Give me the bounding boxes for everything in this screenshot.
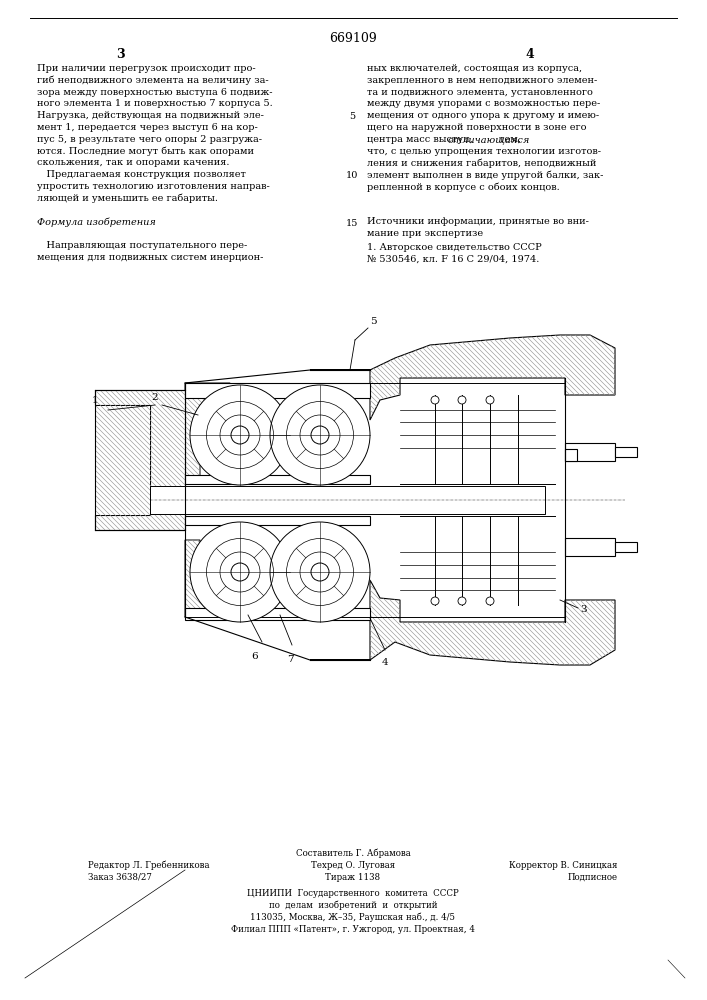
Text: 2: 2 [152, 393, 158, 402]
Bar [565, 449, 577, 461]
Text: 5: 5 [370, 317, 377, 326]
Text: мание при экспертизе: мание при экспертизе [367, 229, 483, 238]
Text: ляющей и уменьшить ее габариты.: ляющей и уменьшить ее габариты. [37, 194, 218, 203]
Circle shape [311, 563, 329, 581]
Text: № 530546, кл. F 16 C 29/04, 1974.: № 530546, кл. F 16 C 29/04, 1974. [367, 255, 539, 264]
Circle shape [300, 415, 340, 455]
Text: ются. Последние могут быть как опорами: ются. Последние могут быть как опорами [37, 147, 254, 156]
Text: тем,: тем, [496, 135, 520, 144]
Text: 4: 4 [382, 658, 388, 667]
Circle shape [486, 396, 494, 404]
Circle shape [231, 563, 249, 581]
Text: элемент выполнен в виде упругой балки, зак-: элемент выполнен в виде упругой балки, з… [367, 170, 603, 180]
Circle shape [458, 396, 466, 404]
Text: Источники информации, принятые во вни-: Источники информации, принятые во вни- [367, 217, 589, 226]
Text: Составитель Г. Абрамова: Составитель Г. Абрамова [296, 848, 410, 857]
Text: 4: 4 [525, 48, 534, 61]
Text: мещения для подвижных систем инерцион-: мещения для подвижных систем инерцион- [37, 253, 264, 262]
Text: Тираж 1138: Тираж 1138 [325, 873, 380, 882]
Polygon shape [310, 580, 615, 665]
Text: скольжения, так и опорами качения.: скольжения, так и опорами качения. [37, 158, 230, 167]
Text: 113035, Москва, Ж–35, Раушская наб., д. 4/5: 113035, Москва, Ж–35, Раушская наб., д. … [250, 913, 455, 922]
Text: Предлагаемая конструкция позволяет: Предлагаемая конструкция позволяет [37, 170, 246, 179]
Text: отличающаяся: отличающаяся [448, 135, 530, 144]
Polygon shape [95, 390, 185, 530]
Text: 669109: 669109 [329, 32, 377, 45]
Text: Корректор В. Синицкая: Корректор В. Синицкая [510, 861, 618, 870]
Text: Формула изобретения: Формула изобретения [37, 217, 156, 227]
Bar [185, 383, 370, 398]
Bar [565, 538, 615, 556]
Text: 1: 1 [92, 396, 98, 405]
Polygon shape [95, 405, 150, 515]
Text: упростить технологию изготовления направ-: упростить технологию изготовления направ… [37, 182, 270, 191]
Circle shape [190, 385, 290, 485]
Circle shape [486, 597, 494, 605]
Circle shape [231, 426, 249, 444]
Text: мент 1, передается через выступ 6 на кор-: мент 1, передается через выступ 6 на кор… [37, 123, 258, 132]
Polygon shape [185, 383, 230, 480]
Text: что, с целью упрощения технологии изготов-: что, с целью упрощения технологии изгото… [367, 147, 601, 156]
Circle shape [220, 552, 260, 592]
Text: Направляющая поступательного пере-: Направляющая поступательного пере- [37, 241, 247, 250]
Text: 1. Авторское свидетельство СССР: 1. Авторское свидетельство СССР [367, 243, 542, 252]
Text: репленной в корпусе с обоих концов.: репленной в корпусе с обоих концов. [367, 182, 560, 192]
Text: по  делам  изобретений  и  открытий: по делам изобретений и открытий [269, 901, 437, 910]
Text: Техред О. Луговая: Техред О. Луговая [311, 861, 395, 870]
Bar [615, 447, 637, 457]
Text: закрепленного в нем неподвижного элемен-: закрепленного в нем неподвижного элемен- [367, 76, 597, 85]
Circle shape [270, 385, 370, 485]
Text: 3: 3 [116, 48, 124, 61]
Text: щего на наружной поверхности в зоне его: щего на наружной поверхности в зоне его [367, 123, 587, 132]
Bar [185, 516, 370, 525]
Text: ного элемента 1 и поверхностью 7 корпуса 5.: ного элемента 1 и поверхностью 7 корпуса… [37, 99, 273, 108]
Circle shape [300, 552, 340, 592]
Polygon shape [310, 335, 615, 420]
Text: ления и снижения габаритов, неподвижный: ления и снижения габаритов, неподвижный [367, 158, 597, 168]
Text: центра масс выступ,: центра масс выступ, [367, 135, 476, 144]
Circle shape [431, 396, 439, 404]
Text: пус 5, в результате чего опоры 2 разгружа-: пус 5, в результате чего опоры 2 разгруж… [37, 135, 262, 144]
Circle shape [270, 522, 370, 622]
Text: 10: 10 [346, 171, 358, 180]
Bar [150, 486, 545, 514]
Circle shape [458, 597, 466, 605]
Text: ных включателей, состоящая из корпуса,: ных включателей, состоящая из корпуса, [367, 64, 582, 73]
Text: 5: 5 [349, 112, 355, 121]
Text: 3: 3 [580, 605, 587, 614]
Circle shape [311, 426, 329, 444]
Text: между двумя упорами с возможностью пере-: между двумя упорами с возможностью пере- [367, 99, 600, 108]
Text: 15: 15 [346, 219, 358, 228]
Text: 6: 6 [252, 652, 258, 661]
Text: Филиал ППП «Патент», г. Ужгород, ул. Проектная, 4: Филиал ППП «Патент», г. Ужгород, ул. Про… [231, 925, 475, 934]
Text: Заказ 3638/27: Заказ 3638/27 [88, 873, 152, 882]
Circle shape [431, 597, 439, 605]
Text: Подписное: Подписное [568, 873, 618, 882]
Bar [185, 475, 370, 484]
Circle shape [220, 415, 260, 455]
Bar [565, 443, 615, 461]
Bar [615, 542, 637, 552]
Text: Нагрузка, действующая на подвижный эле-: Нагрузка, действующая на подвижный эле- [37, 111, 264, 120]
Text: та и подвижного элемента, установленного: та и подвижного элемента, установленного [367, 88, 593, 97]
Polygon shape [185, 540, 230, 617]
Text: гиб неподвижного элемента на величину за-: гиб неподвижного элемента на величину за… [37, 76, 269, 85]
Bar [185, 608, 370, 620]
Text: ЦНИИПИ  Государственного  комитета  СССР: ЦНИИПИ Государственного комитета СССР [247, 889, 459, 898]
Text: При наличии перегрузок происходит про-: При наличии перегрузок происходит про- [37, 64, 256, 73]
Text: Редактор Л. Гребенникова: Редактор Л. Гребенникова [88, 861, 209, 870]
Circle shape [190, 522, 290, 622]
Text: мещения от одного упора к другому и имею-: мещения от одного упора к другому и имею… [367, 111, 599, 120]
Text: 7: 7 [286, 655, 293, 664]
Text: зора между поверхностью выступа 6 подвиж-: зора между поверхностью выступа 6 подвиж… [37, 88, 272, 97]
